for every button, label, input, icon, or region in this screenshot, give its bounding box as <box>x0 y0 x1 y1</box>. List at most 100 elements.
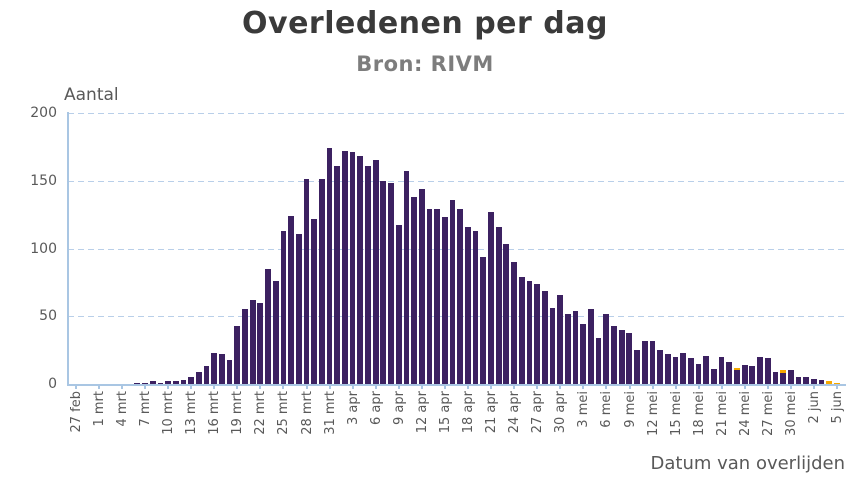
y-axis-line <box>67 112 69 385</box>
x-tick <box>397 385 400 389</box>
bar-slot <box>157 113 165 384</box>
bar-slot <box>802 113 810 384</box>
bar-slot <box>626 113 634 384</box>
bar-slot <box>618 113 626 384</box>
bar <box>334 165 341 384</box>
bar-slot <box>779 113 787 384</box>
bar-slot <box>679 113 687 384</box>
bar <box>426 209 433 384</box>
bar <box>149 381 156 384</box>
bar-slot <box>195 113 203 384</box>
bar <box>557 294 564 384</box>
bar <box>457 209 464 384</box>
x-tick-label: 28 mrt <box>299 391 315 435</box>
x-tick-label: 19 mrt <box>230 391 246 435</box>
bar-slot <box>718 113 726 384</box>
x-tick-label: 24 mei <box>737 391 753 436</box>
bar-slot <box>710 113 718 384</box>
bar-slot <box>264 113 272 384</box>
y-axis-title: Aantal <box>64 85 119 105</box>
bar-slot <box>418 113 426 384</box>
x-tick <box>282 385 285 389</box>
bar <box>618 329 625 384</box>
x-tick-label: 18 mei <box>691 391 707 436</box>
y-tick-label: 200 <box>30 105 57 121</box>
bar-slot <box>364 113 372 384</box>
bar-slot <box>87 113 95 384</box>
bar <box>626 332 633 384</box>
x-tick <box>559 385 562 389</box>
bar-slot <box>725 113 733 384</box>
bar-slot <box>564 113 572 384</box>
bar <box>365 165 371 384</box>
x-tick <box>720 385 723 389</box>
x-tick <box>420 385 423 389</box>
bar-slot <box>403 113 411 384</box>
x-tick-label: 15 apr <box>437 391 453 434</box>
x-tick-label: 1 mrt <box>91 391 107 427</box>
x-tick-label: 12 mei <box>645 391 661 436</box>
bar <box>687 358 694 384</box>
bar-slot <box>479 113 487 384</box>
bar <box>211 352 218 384</box>
x-tick <box>305 385 308 389</box>
bar-slot <box>318 113 326 384</box>
x-tick-label: 16 mrt <box>207 391 223 435</box>
bar-slot <box>510 113 518 384</box>
x-tick <box>213 385 216 389</box>
bar <box>172 381 179 384</box>
bar-slot <box>310 113 318 384</box>
bar-slot <box>349 113 357 384</box>
bar-slot <box>472 113 480 384</box>
x-tick-label: 25 mrt <box>276 391 292 435</box>
bar-slot <box>395 113 403 384</box>
bar-slot <box>280 113 288 384</box>
bar <box>403 171 410 384</box>
x-tick-label: 6 mei <box>599 391 615 428</box>
chart-subtitle: Bron: RIVM <box>356 52 494 76</box>
x-tick <box>674 385 677 389</box>
bar-slot <box>610 113 618 384</box>
x-tick <box>697 385 700 389</box>
bar <box>680 352 687 384</box>
bar-slot <box>410 113 418 384</box>
bar <box>657 350 663 384</box>
bar-slot <box>233 113 241 384</box>
x-tick-label: 9 apr <box>391 391 407 425</box>
x-tick-label: 21 mei <box>714 391 730 436</box>
bar <box>549 308 556 384</box>
bar-slot <box>756 113 764 384</box>
bar <box>695 363 702 384</box>
bar <box>372 160 379 384</box>
bar <box>418 188 425 384</box>
bar-slot <box>426 113 434 384</box>
bar <box>772 371 779 384</box>
x-tick-label: 15 mei <box>668 391 684 436</box>
x-tick-label: 5 jun <box>830 391 846 424</box>
x-tick-label: 7 mrt <box>138 391 154 427</box>
bar <box>580 324 587 384</box>
bar-slot <box>672 113 680 384</box>
gridline-100 <box>68 248 845 250</box>
bar-slot <box>80 113 88 384</box>
bar-slot <box>687 113 695 384</box>
bar-slot <box>602 113 610 384</box>
x-tick <box>790 385 792 389</box>
x-tick <box>836 385 839 389</box>
x-tick <box>651 385 654 389</box>
bar-slot <box>141 113 149 384</box>
bar-slot <box>118 113 126 384</box>
x-tick <box>536 385 539 389</box>
bar-slot <box>287 113 295 384</box>
x-tick <box>743 385 746 389</box>
bar-slot <box>810 113 818 384</box>
bar-slot <box>149 113 157 384</box>
bar <box>311 218 318 384</box>
bar <box>480 256 487 384</box>
bar <box>257 302 264 384</box>
bar <box>242 309 248 384</box>
bar <box>203 366 210 384</box>
bar-slot <box>587 113 595 384</box>
bar <box>226 359 233 384</box>
